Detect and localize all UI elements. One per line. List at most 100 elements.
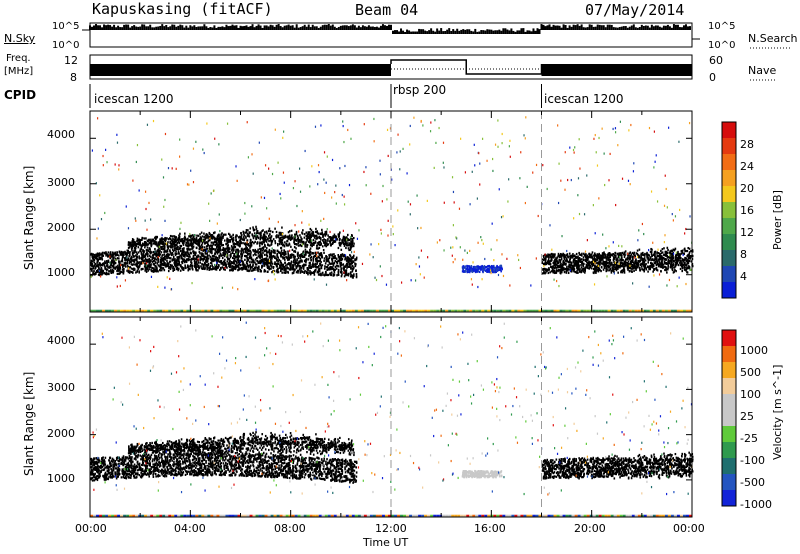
power-cell xyxy=(282,252,285,255)
power-cell xyxy=(149,260,152,263)
power-cell xyxy=(330,244,332,247)
power-cell xyxy=(276,269,279,272)
power-cell xyxy=(222,243,225,247)
power-cell xyxy=(107,254,109,257)
power-cell xyxy=(265,259,267,262)
power-cell xyxy=(556,260,558,263)
power-cell xyxy=(174,237,176,240)
power-cell xyxy=(643,268,646,271)
power-cell xyxy=(289,264,292,267)
power-cell xyxy=(116,251,118,254)
power-cell xyxy=(347,244,349,247)
power-cell xyxy=(333,256,336,260)
power-cell xyxy=(255,232,258,235)
power-cell xyxy=(691,265,694,268)
power-cell xyxy=(165,253,168,256)
power-cell xyxy=(159,268,161,272)
power-cell xyxy=(497,268,500,272)
power-cell xyxy=(259,255,262,258)
power-cell xyxy=(244,267,247,271)
power-cell xyxy=(189,248,192,251)
noise-left-tick-top: 10^5 xyxy=(52,21,80,32)
power-cell xyxy=(159,240,161,243)
power-cell xyxy=(185,238,188,241)
power-cell xyxy=(300,244,303,248)
power-cell xyxy=(650,247,652,251)
power-cell xyxy=(189,265,191,268)
power-cell xyxy=(312,257,315,260)
power-cell xyxy=(164,240,167,243)
power-cell xyxy=(330,273,333,277)
power-cell xyxy=(194,242,197,245)
power-cell xyxy=(144,257,147,260)
power-cell xyxy=(271,255,273,258)
power-cell xyxy=(311,244,313,248)
power-cell xyxy=(278,258,281,262)
power-cell xyxy=(203,258,205,261)
power-cell xyxy=(253,228,256,231)
power-cell xyxy=(221,256,224,260)
power-cell xyxy=(218,265,220,268)
power-cell xyxy=(132,260,135,263)
power-cell xyxy=(272,238,275,241)
power-cell xyxy=(555,266,558,269)
power-cell xyxy=(246,249,249,252)
power-cell xyxy=(321,232,323,235)
power-cell xyxy=(270,264,272,267)
power-cell xyxy=(290,255,293,258)
power-cell xyxy=(227,262,230,266)
power-cell xyxy=(254,240,256,243)
velocity-ytick-4000: 4000 xyxy=(47,334,75,347)
power-cell xyxy=(142,253,145,256)
power-cell xyxy=(249,269,251,272)
power-cell xyxy=(624,258,627,261)
power-cell xyxy=(468,270,470,273)
power-cell xyxy=(582,270,585,273)
power-cell xyxy=(314,240,317,243)
power-cell xyxy=(274,251,276,255)
power-cell xyxy=(651,266,654,269)
power-cell xyxy=(200,238,203,241)
power-cell xyxy=(91,260,94,263)
power-cell xyxy=(188,242,190,245)
power-cell xyxy=(168,262,170,265)
power-cell xyxy=(188,248,191,251)
power-cell xyxy=(290,245,292,248)
power-cell xyxy=(305,251,308,254)
power-cell xyxy=(124,261,127,264)
power-cell xyxy=(650,264,653,267)
power-cell xyxy=(641,263,644,266)
power-cell xyxy=(347,272,350,275)
power-cell xyxy=(204,237,207,240)
power-cell xyxy=(104,267,106,270)
power-cell xyxy=(307,235,310,238)
power-cell xyxy=(272,249,275,252)
power-cell xyxy=(179,254,182,257)
power-cell xyxy=(617,254,620,257)
power-cell xyxy=(128,244,130,247)
power-cell xyxy=(607,254,610,257)
power-cell xyxy=(144,268,147,271)
power-cell xyxy=(323,259,325,262)
power-cell xyxy=(630,253,633,256)
power-cell xyxy=(152,256,154,259)
power-cell xyxy=(242,265,245,268)
power-cell xyxy=(177,258,179,261)
power-cell xyxy=(136,269,139,272)
power-cell xyxy=(248,235,251,238)
power-cell xyxy=(94,263,97,266)
power-cell xyxy=(153,263,156,266)
power-cell xyxy=(246,242,248,245)
power-cell xyxy=(246,260,248,263)
power-cell xyxy=(195,258,198,261)
power-cell xyxy=(287,258,290,261)
power-cell xyxy=(629,255,632,259)
power-cell xyxy=(312,262,314,265)
power-cell xyxy=(314,264,317,267)
power-cell xyxy=(240,266,243,270)
power-cell xyxy=(202,238,205,241)
power-cell xyxy=(352,267,355,270)
power-cell xyxy=(180,244,183,248)
power-cell xyxy=(297,251,299,254)
power-cell xyxy=(246,232,249,235)
